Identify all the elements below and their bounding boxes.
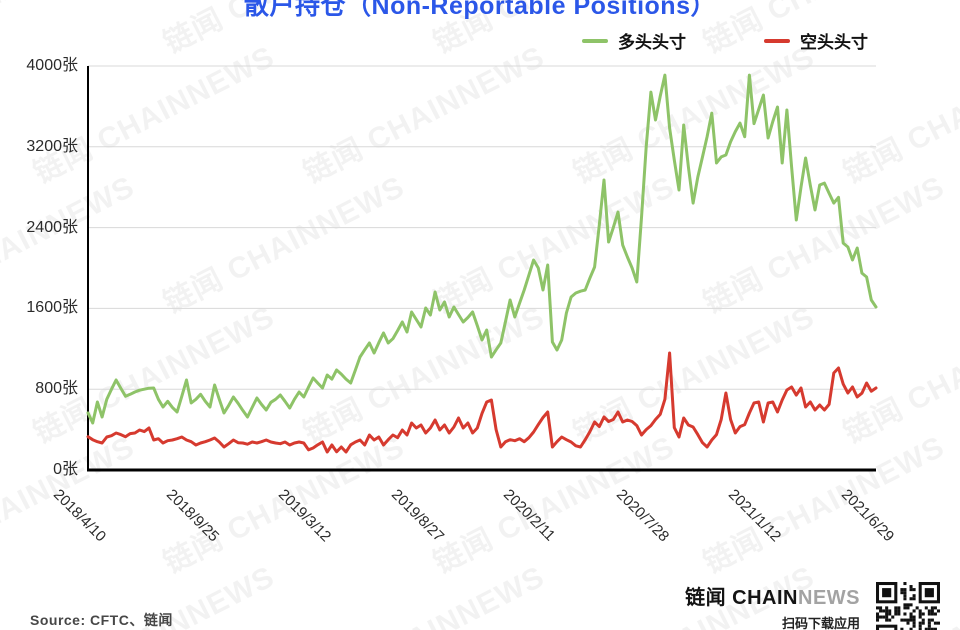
brand-name-en-bold: CHAIN xyxy=(732,587,798,609)
legend-swatch-short-icon xyxy=(764,38,790,43)
brand-name-en-light: NEWS xyxy=(798,587,860,609)
brand-logo: 链闻 CHAINNEWS xyxy=(685,581,860,610)
brand-name-cn: 链闻 xyxy=(685,587,727,609)
y-axis-tick-label: 0张 xyxy=(53,461,78,478)
y-axis-tick-label: 1600张 xyxy=(26,299,78,316)
source-note: Source: CFTC、链闻 xyxy=(30,612,173,628)
legend: 多头头寸 空头头寸 xyxy=(582,28,868,53)
y-axis-tick-label: 4000张 xyxy=(26,57,78,74)
legend-label-short: 空头头寸 xyxy=(800,33,868,52)
y-axis-tick-label: 3200张 xyxy=(26,138,78,155)
legend-label-long: 多头头寸 xyxy=(618,33,686,52)
brand-footer: 链闻 CHAINNEWS 扫码下载应用 xyxy=(685,581,860,630)
y-axis-tick-label: 2400张 xyxy=(26,219,78,236)
brand-tagline: 扫码下载应用 xyxy=(781,616,860,630)
legend-item-long: 多头头寸 xyxy=(582,28,686,53)
qr-code xyxy=(876,582,940,630)
legend-swatch-long-icon xyxy=(582,38,608,43)
y-axis-tick-label: 800张 xyxy=(35,380,78,397)
legend-item-short: 空头头寸 xyxy=(764,28,868,53)
chart-title: 散户持仓（Non-Reportable Positions） xyxy=(244,0,716,20)
